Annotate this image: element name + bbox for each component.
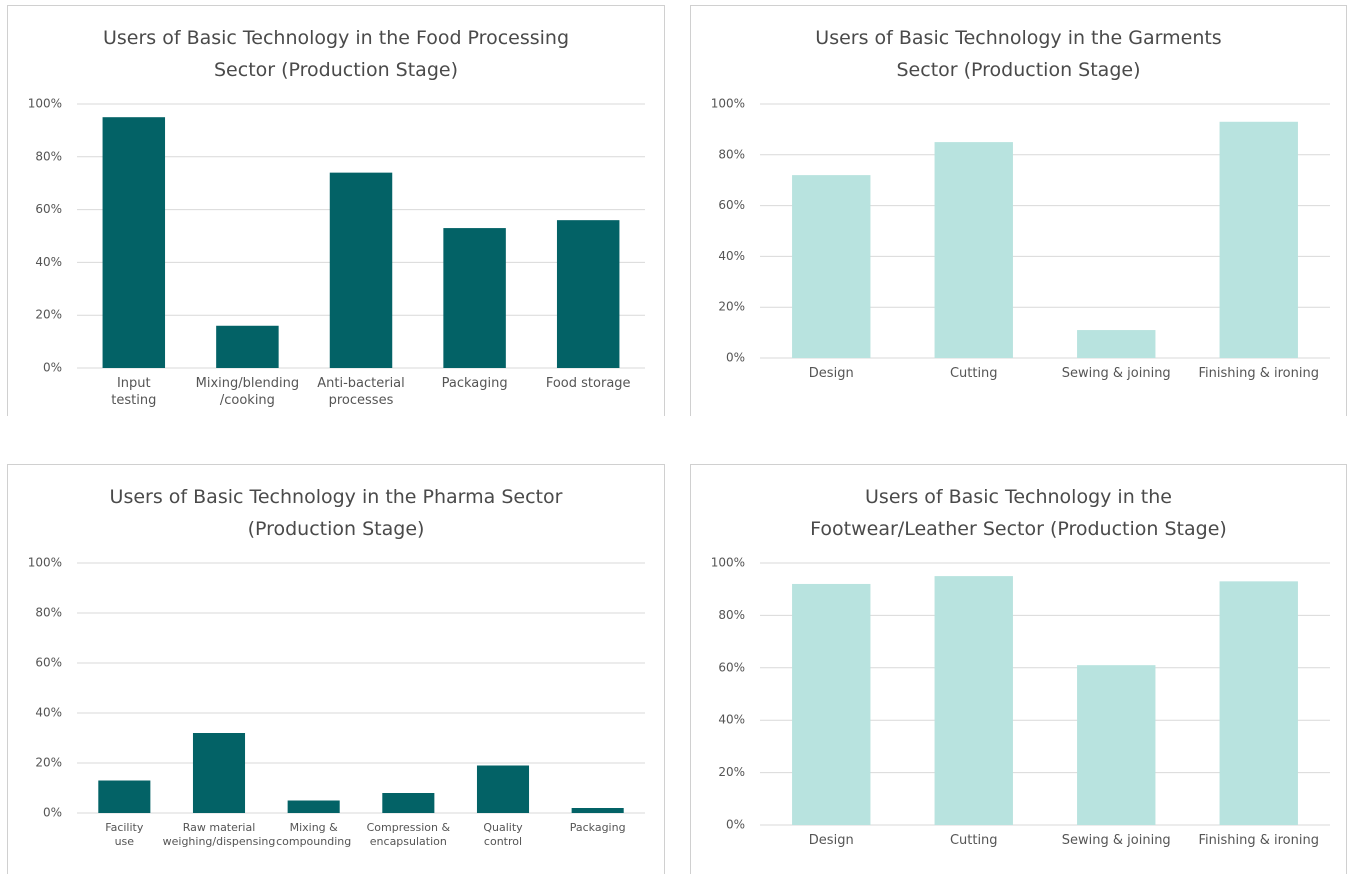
x-tick-label: Sewing & joining xyxy=(1062,833,1171,848)
bar xyxy=(382,793,434,813)
bar xyxy=(288,801,340,814)
y-tick-label: 0% xyxy=(726,818,745,832)
bar xyxy=(98,781,150,814)
y-tick-label: 60% xyxy=(35,202,62,216)
x-tick-label: Food storage xyxy=(546,376,631,391)
bar xyxy=(330,173,392,368)
x-tick-label: Finishing & ironing xyxy=(1199,366,1319,381)
y-tick-label: 80% xyxy=(718,608,745,622)
y-tick-label: 80% xyxy=(718,147,745,161)
y-tick-label: 100% xyxy=(28,556,62,570)
y-tick-label: 100% xyxy=(711,556,745,570)
y-tick-label: 80% xyxy=(35,606,62,620)
x-tick-label: Packaging xyxy=(442,376,508,391)
y-tick-label: 40% xyxy=(718,713,745,727)
bar xyxy=(1077,665,1155,825)
x-tick-label: Sewing & joining xyxy=(1062,366,1171,381)
bar xyxy=(477,766,529,814)
x-tick-label: Compression &encapsulation xyxy=(367,821,451,848)
bar xyxy=(792,175,870,358)
bar xyxy=(935,576,1013,825)
bar xyxy=(572,808,624,813)
x-tick-label: Finishing & ironing xyxy=(1199,833,1319,848)
chart: Users of Basic Technology in the Food Pr… xyxy=(7,5,665,416)
y-tick-label: 20% xyxy=(718,300,745,314)
x-tick-label: Cutting xyxy=(950,833,998,848)
bar xyxy=(557,220,619,368)
x-tick-label: Packaging xyxy=(570,821,626,834)
y-tick-label: 60% xyxy=(35,656,62,670)
x-tick-label: Design xyxy=(809,833,854,848)
y-tick-label: 60% xyxy=(718,660,745,674)
x-tick-label: Design xyxy=(809,366,854,381)
y-tick-label: 20% xyxy=(718,765,745,779)
chart: Users of Basic Technology in the Pharma … xyxy=(7,464,665,874)
bar xyxy=(935,142,1013,358)
y-tick-label: 100% xyxy=(711,97,745,111)
bar xyxy=(1220,581,1298,825)
y-tick-label: 20% xyxy=(35,308,62,322)
y-tick-label: 40% xyxy=(35,706,62,720)
bar xyxy=(792,584,870,825)
y-tick-label: 0% xyxy=(43,361,62,375)
y-tick-label: 60% xyxy=(718,198,745,212)
bar xyxy=(1220,122,1298,358)
bar xyxy=(216,326,278,368)
y-tick-label: 20% xyxy=(35,756,62,770)
y-tick-label: 80% xyxy=(35,149,62,163)
y-tick-label: 0% xyxy=(43,806,62,820)
y-tick-label: 40% xyxy=(35,255,62,269)
bar xyxy=(1077,330,1155,358)
bar xyxy=(443,228,505,368)
y-tick-label: 0% xyxy=(726,351,745,365)
y-tick-label: 100% xyxy=(28,97,62,111)
x-tick-label: Cutting xyxy=(950,366,998,381)
y-tick-label: 40% xyxy=(718,249,745,263)
bar xyxy=(193,733,245,813)
chart: Users of Basic Technology in the Garment… xyxy=(690,5,1347,416)
bar xyxy=(103,117,165,368)
